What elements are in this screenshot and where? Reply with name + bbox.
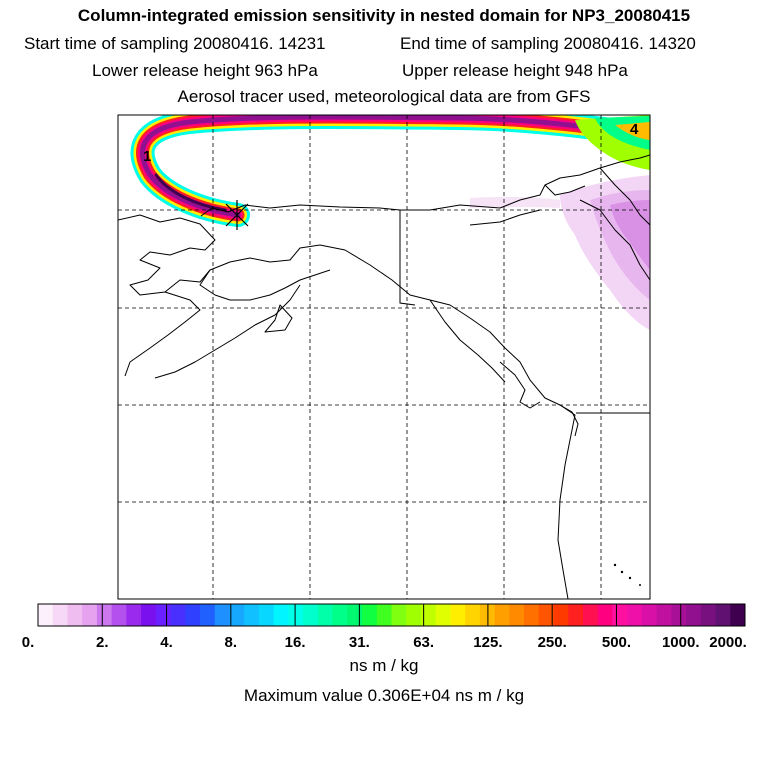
colorbar-tick-label: 8. <box>224 634 238 651</box>
colorbar-cell <box>671 604 687 626</box>
colorbar-cell <box>141 604 157 626</box>
marker-label-1: 1 <box>143 148 151 165</box>
coastlines <box>118 154 650 599</box>
colorbar-cell <box>524 604 540 626</box>
colorbar-cell <box>317 604 333 626</box>
colorbar-tick-label: 250. <box>537 634 567 651</box>
colorbar-cell <box>406 604 422 626</box>
colorbar-cell <box>612 604 628 626</box>
colorbar-cell <box>155 604 171 626</box>
colorbar-cell <box>288 604 304 626</box>
colorbar-cell <box>185 604 201 626</box>
colorbar-cell <box>435 604 451 626</box>
release-point-marker <box>225 200 249 230</box>
colorbar-tick-label: 31. <box>348 634 370 651</box>
colorbar-cell <box>715 604 731 626</box>
colorbar-cell <box>656 604 672 626</box>
colorbar-cell <box>67 604 83 626</box>
colorbar-tick-label: 125. <box>473 634 503 651</box>
colorbar-dividers <box>101 604 682 626</box>
high-sensitivity-region-northeast <box>575 115 650 170</box>
colorbar-cell <box>509 604 525 626</box>
colorbar-cell <box>582 604 599 626</box>
emission-plume <box>130 115 650 227</box>
colorbar-cell <box>347 604 363 626</box>
colorbar-cell <box>465 604 481 626</box>
colorbar-unit: ns m / kg <box>349 656 419 675</box>
colorbar-cell <box>170 604 186 626</box>
tracer-info-label: Aerosol tracer used, meteorological data… <box>177 87 591 106</box>
colorbar-cell <box>244 604 260 626</box>
colorbar-cell <box>494 604 510 626</box>
map-frame <box>117 114 651 600</box>
colorbar-tick-label: 500. <box>601 634 632 651</box>
colorbar-tick-label: 2000. <box>709 634 747 651</box>
colorbar-cell <box>376 604 392 626</box>
colorbar-cell <box>332 604 348 626</box>
end-time-label: End time of sampling 20080416. 14320 <box>400 34 696 53</box>
political-borders <box>399 210 650 414</box>
colorbar-cell <box>450 604 466 626</box>
colorbar-cell <box>553 604 569 626</box>
colorbar-cell <box>200 604 216 626</box>
colorbar-cell <box>627 604 643 626</box>
colorbar-cell <box>597 604 613 626</box>
colorbar-frame <box>37 603 746 627</box>
colorbar-tick-label: 4. <box>160 634 173 651</box>
colorbar-cell <box>96 604 113 626</box>
colorbar-cell <box>700 604 716 626</box>
colorbar-cell <box>38 604 54 626</box>
colorbar-cell <box>82 604 98 626</box>
colorbar-cell <box>730 604 746 626</box>
colorbar-tick-label: 0. <box>21 634 35 651</box>
colorbar-tick-label: 63. <box>413 634 435 651</box>
marker-label-4: 4 <box>630 121 639 138</box>
colorbar-cells <box>38 604 746 626</box>
start-time-label: Start time of sampling 20080416. 14231 <box>24 34 326 53</box>
plot-title: Column-integrated emission sensitivity i… <box>77 6 691 25</box>
colorbar-cell <box>303 604 319 626</box>
upper-release-label: Upper release height 948 hPa <box>402 61 628 80</box>
islands <box>613 563 641 586</box>
colorbar-tick-label: 2. <box>96 634 109 651</box>
colorbar-cell <box>111 604 127 626</box>
colorbar-cell <box>52 604 68 626</box>
colorbar-cell <box>214 604 230 626</box>
colorbar-cell <box>568 604 584 626</box>
colorbar-cell <box>258 604 275 626</box>
lat-lon-grid <box>118 115 650 599</box>
colorbar-cell <box>229 604 245 626</box>
colorbar-cell <box>538 604 554 626</box>
colorbar-cell <box>420 604 437 626</box>
colorbar-cell <box>641 604 658 626</box>
lower-release-label: Lower release height 963 hPa <box>92 61 318 80</box>
colorbar-cell <box>126 604 142 626</box>
colorbar-cell <box>391 604 407 626</box>
colorbar-tick-label: 1000. <box>661 634 700 651</box>
colorbar-cell <box>686 604 702 626</box>
maximum-value-label: Maximum value 0.306E+04 ns m / kg <box>243 686 525 705</box>
colorbar-cell <box>362 604 378 626</box>
colorbar-tick-label: 16. <box>284 634 306 651</box>
colorbar <box>37 603 746 627</box>
colorbar-cell <box>273 604 289 626</box>
